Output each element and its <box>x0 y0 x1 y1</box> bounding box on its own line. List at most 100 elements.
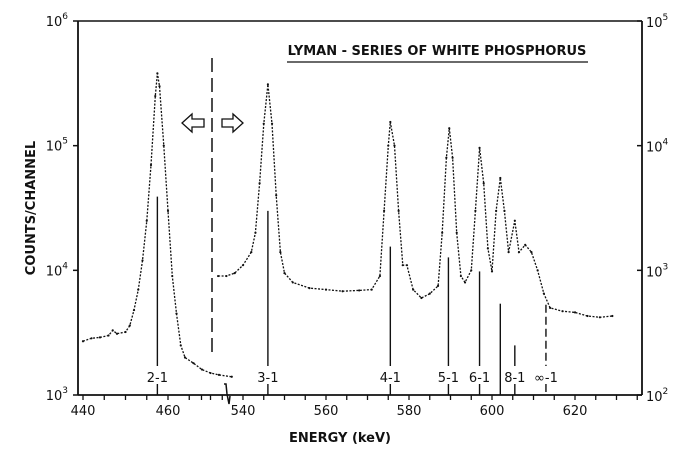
chart-title: LYMAN - SERIES OF WHITE PHOSPHORUS <box>288 44 587 59</box>
data-point <box>233 272 236 275</box>
right-arrow-icon <box>221 112 244 134</box>
data-point <box>412 288 415 291</box>
data-point <box>420 296 423 300</box>
x-tick-label: 560 <box>314 404 339 419</box>
data-point <box>162 144 165 147</box>
data-point <box>530 251 533 254</box>
axis-break-mark <box>224 383 231 405</box>
data-point <box>393 144 396 147</box>
data-point <box>98 336 102 339</box>
data-point <box>495 209 498 212</box>
data-point <box>115 332 119 335</box>
y-tick-label-left: 105 <box>46 137 68 155</box>
data-point <box>598 316 602 319</box>
data-point <box>573 311 577 314</box>
data-point <box>459 274 462 278</box>
transition-label: 2-1 <box>147 371 168 386</box>
x-tick-label: 460 <box>156 404 181 419</box>
transition-label: 8-1 <box>504 371 525 386</box>
data-point <box>389 120 392 124</box>
data-point <box>542 292 545 295</box>
data-point <box>209 371 212 375</box>
y-tick-label-left: 106 <box>46 12 69 30</box>
data-point <box>291 281 294 284</box>
data-point <box>445 156 448 159</box>
data-point <box>470 269 473 272</box>
x-axis-label: ENERGY (keV) <box>289 431 391 446</box>
data-point <box>308 287 311 290</box>
transition-label: 5-1 <box>438 371 459 386</box>
data-point <box>270 122 274 125</box>
data-point <box>179 344 182 347</box>
data-point <box>266 83 269 86</box>
data-point <box>283 272 286 275</box>
transition-label: 6-1 <box>469 371 490 386</box>
y-tick-label-left: 103 <box>46 386 68 404</box>
data-point <box>370 288 373 291</box>
data-point <box>490 270 494 273</box>
data-point <box>341 290 344 293</box>
transition-label: 4-1 <box>380 371 401 386</box>
data-point <box>428 292 431 295</box>
data-point <box>183 356 187 359</box>
data-point <box>507 251 510 254</box>
data-point <box>254 231 257 234</box>
data-point <box>586 314 589 318</box>
data-point <box>250 251 253 254</box>
data-point <box>90 337 93 340</box>
data-point <box>549 306 552 309</box>
data-point <box>455 231 458 234</box>
data-point <box>275 194 278 197</box>
data-point <box>451 156 454 159</box>
data-point <box>137 288 140 291</box>
data-point <box>192 362 195 365</box>
data-point <box>499 176 502 180</box>
data-point <box>258 182 261 185</box>
x-tick-label: 540 <box>231 404 256 419</box>
data-point <box>158 85 161 88</box>
x-tick-label: 620 <box>563 404 588 419</box>
y-tick-label-left: 104 <box>46 261 69 279</box>
data-point <box>441 231 444 234</box>
data-point <box>171 274 174 278</box>
data-point <box>175 312 178 315</box>
data-point <box>536 269 539 272</box>
data-point <box>358 289 361 292</box>
data-point <box>111 329 114 332</box>
data-point <box>230 375 233 378</box>
data-point <box>474 209 477 212</box>
data-point <box>401 264 404 267</box>
data-point <box>154 94 157 98</box>
data-point <box>225 274 228 278</box>
transition-label: ∞-1 <box>534 371 558 386</box>
data-point <box>200 368 204 371</box>
data-point <box>217 373 221 376</box>
data-point <box>166 209 170 212</box>
data-point <box>486 247 489 250</box>
data-point <box>524 243 527 246</box>
spectrum-line-1 <box>218 84 613 318</box>
data-point <box>141 259 144 262</box>
data-point <box>324 288 328 291</box>
data-point <box>241 264 245 267</box>
data-point <box>128 324 131 327</box>
data-point <box>156 72 159 75</box>
y-tick-label-right: 105 <box>646 13 668 31</box>
data-point <box>463 281 467 284</box>
data-point <box>378 274 382 278</box>
y-axis-label: COUNTS/CHANNEL <box>24 141 39 275</box>
y-tick-label-right: 102 <box>646 387 668 405</box>
x-tick-label: 600 <box>480 404 505 419</box>
y-tick-label-right: 104 <box>646 138 669 156</box>
data-point <box>436 284 440 288</box>
data-point <box>405 264 409 267</box>
data-point <box>561 310 564 313</box>
data-point <box>124 330 127 334</box>
data-point <box>262 122 265 125</box>
data-point <box>397 209 400 212</box>
data-point <box>448 127 451 130</box>
data-point <box>107 334 110 337</box>
data-point <box>383 209 386 212</box>
data-point <box>611 314 614 318</box>
